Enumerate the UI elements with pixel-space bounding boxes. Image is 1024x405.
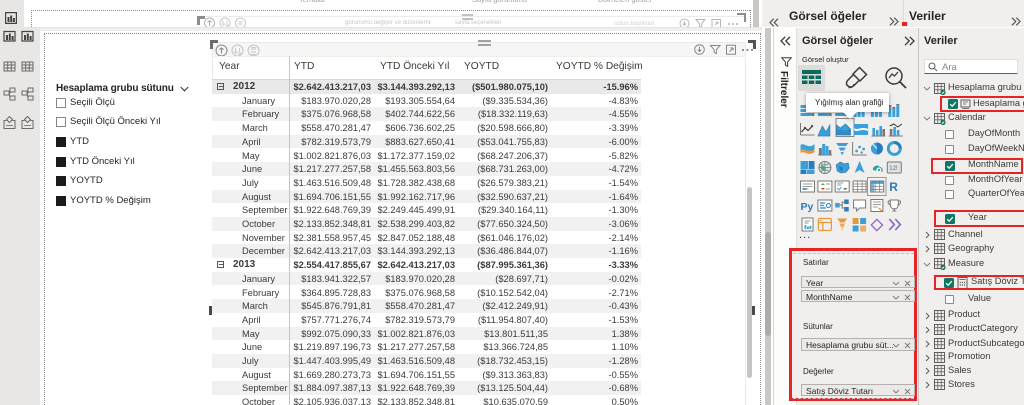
svg-text:12!: 12! [889, 166, 898, 172]
svg-text:Py: Py [801, 201, 814, 213]
svg-text:R: R [889, 180, 898, 194]
